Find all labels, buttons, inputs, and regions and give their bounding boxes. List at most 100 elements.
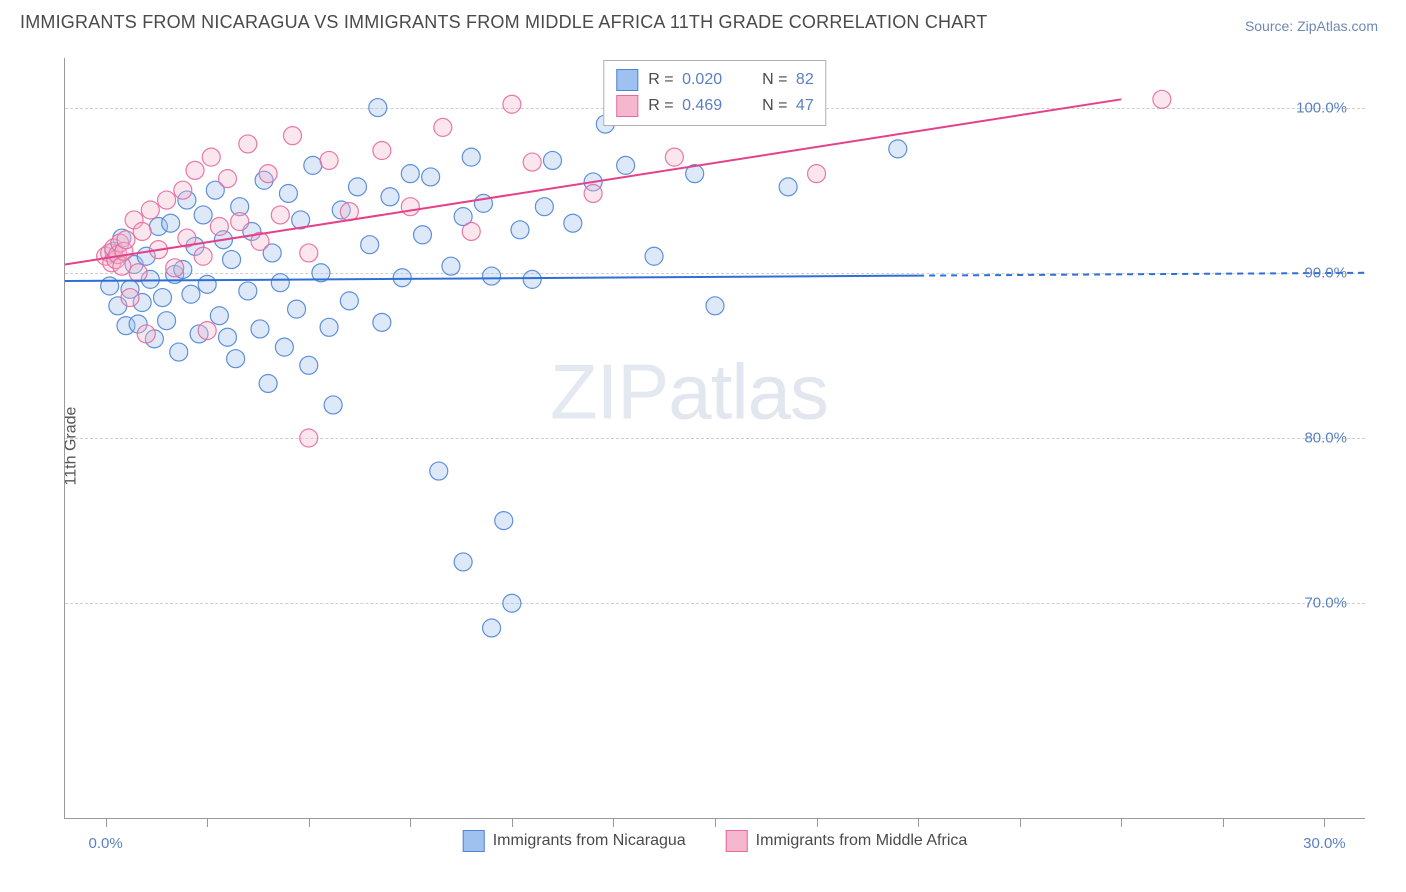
x-tick xyxy=(1020,818,1021,827)
scatter-point xyxy=(186,161,204,179)
scatter-point xyxy=(369,99,387,117)
scatter-point xyxy=(288,300,306,318)
scatter-point xyxy=(259,374,277,392)
series-legend: Immigrants from Nicaragua Immigrants fro… xyxy=(463,830,968,852)
scatter-point xyxy=(223,251,241,269)
scatter-point xyxy=(340,203,358,221)
scatter-point xyxy=(129,264,147,282)
legend-item-nicaragua: Immigrants from Nicaragua xyxy=(463,830,686,852)
scatter-point xyxy=(137,325,155,343)
scatter-point xyxy=(483,267,501,285)
y-tick-label: 80.0% xyxy=(1304,430,1347,447)
scatter-point xyxy=(535,198,553,216)
scatter-point xyxy=(198,322,216,340)
scatter-point xyxy=(271,206,289,224)
scatter-point xyxy=(645,247,663,265)
scatter-point xyxy=(393,269,411,287)
scatter-point xyxy=(210,307,228,325)
scatter-point xyxy=(483,619,501,637)
scatter-point xyxy=(239,282,257,300)
scatter-point xyxy=(166,259,184,277)
scatter-point xyxy=(141,201,159,219)
scatter-point xyxy=(227,350,245,368)
scatter-point xyxy=(373,142,391,160)
y-tick-label: 90.0% xyxy=(1304,264,1347,281)
scatter-point xyxy=(154,289,172,307)
x-tick xyxy=(817,818,818,827)
scatter-point xyxy=(219,328,237,346)
scatter-point xyxy=(117,231,135,249)
legend-row-middle-africa: R = 0.469 N = 47 xyxy=(616,93,813,119)
scatter-point xyxy=(320,318,338,336)
scatter-point xyxy=(251,320,269,338)
scatter-point xyxy=(511,221,529,239)
scatter-point xyxy=(210,218,228,236)
scatter-point xyxy=(523,153,541,171)
scatter-point xyxy=(1153,90,1171,108)
x-tick xyxy=(207,818,208,827)
scatter-point xyxy=(373,313,391,331)
x-tick xyxy=(410,818,411,827)
scatter-point xyxy=(889,140,907,158)
x-tick xyxy=(613,818,614,827)
scatter-point xyxy=(523,270,541,288)
scatter-point xyxy=(544,151,562,169)
scatter-point xyxy=(340,292,358,310)
x-tick xyxy=(1223,818,1224,827)
scatter-point xyxy=(300,356,318,374)
swatch-middle-africa xyxy=(616,95,638,117)
scatter-point xyxy=(454,553,472,571)
scatter-point xyxy=(324,396,342,414)
x-tick xyxy=(106,818,107,827)
chart-title: IMMIGRANTS FROM NICARAGUA VS IMMIGRANTS … xyxy=(20,12,988,33)
scatter-point xyxy=(434,118,452,136)
scatter-point xyxy=(275,338,293,356)
x-tick xyxy=(512,818,513,827)
scatter-point xyxy=(174,181,192,199)
scatter-point xyxy=(320,151,338,169)
scatter-point xyxy=(381,188,399,206)
scatter-point xyxy=(462,148,480,166)
swatch-nicaragua-b xyxy=(463,830,485,852)
scatter-point xyxy=(414,226,432,244)
chart-svg xyxy=(65,58,1365,818)
scatter-point xyxy=(202,148,220,166)
scatter-point xyxy=(231,213,249,231)
scatter-point xyxy=(503,594,521,612)
scatter-point xyxy=(300,244,318,262)
y-tick-label: 70.0% xyxy=(1304,595,1347,612)
x-tick-label: 0.0% xyxy=(89,835,123,852)
scatter-point xyxy=(401,165,419,183)
regression-line-extrapolated xyxy=(918,273,1365,276)
scatter-point xyxy=(503,95,521,113)
stats-legend: R = 0.020 N = 82 R = 0.469 N = 47 xyxy=(603,60,826,126)
source-attribution: Source: ZipAtlas.com xyxy=(1245,18,1378,34)
swatch-middle-africa-b xyxy=(726,830,748,852)
scatter-point xyxy=(808,165,826,183)
scatter-point xyxy=(284,127,302,145)
scatter-point xyxy=(665,148,683,166)
x-tick xyxy=(715,818,716,827)
scatter-point xyxy=(349,178,367,196)
y-tick-label: 100.0% xyxy=(1296,99,1347,116)
scatter-point xyxy=(101,277,119,295)
scatter-point xyxy=(121,289,139,307)
scatter-point xyxy=(158,312,176,330)
scatter-point xyxy=(422,168,440,186)
scatter-point xyxy=(304,156,322,174)
scatter-point xyxy=(182,285,200,303)
scatter-point xyxy=(239,135,257,153)
scatter-point xyxy=(162,214,180,232)
scatter-point xyxy=(401,198,419,216)
scatter-point xyxy=(564,214,582,232)
scatter-point xyxy=(617,156,635,174)
scatter-point xyxy=(170,343,188,361)
x-tick xyxy=(1121,818,1122,827)
legend-row-nicaragua: R = 0.020 N = 82 xyxy=(616,67,813,93)
scatter-point xyxy=(271,274,289,292)
scatter-point xyxy=(279,184,297,202)
plot-area: ZIPatlas R = 0.020 N = 82 R = 0.469 N = … xyxy=(64,58,1365,819)
scatter-point xyxy=(442,257,460,275)
scatter-point xyxy=(133,222,151,240)
scatter-point xyxy=(495,512,513,530)
